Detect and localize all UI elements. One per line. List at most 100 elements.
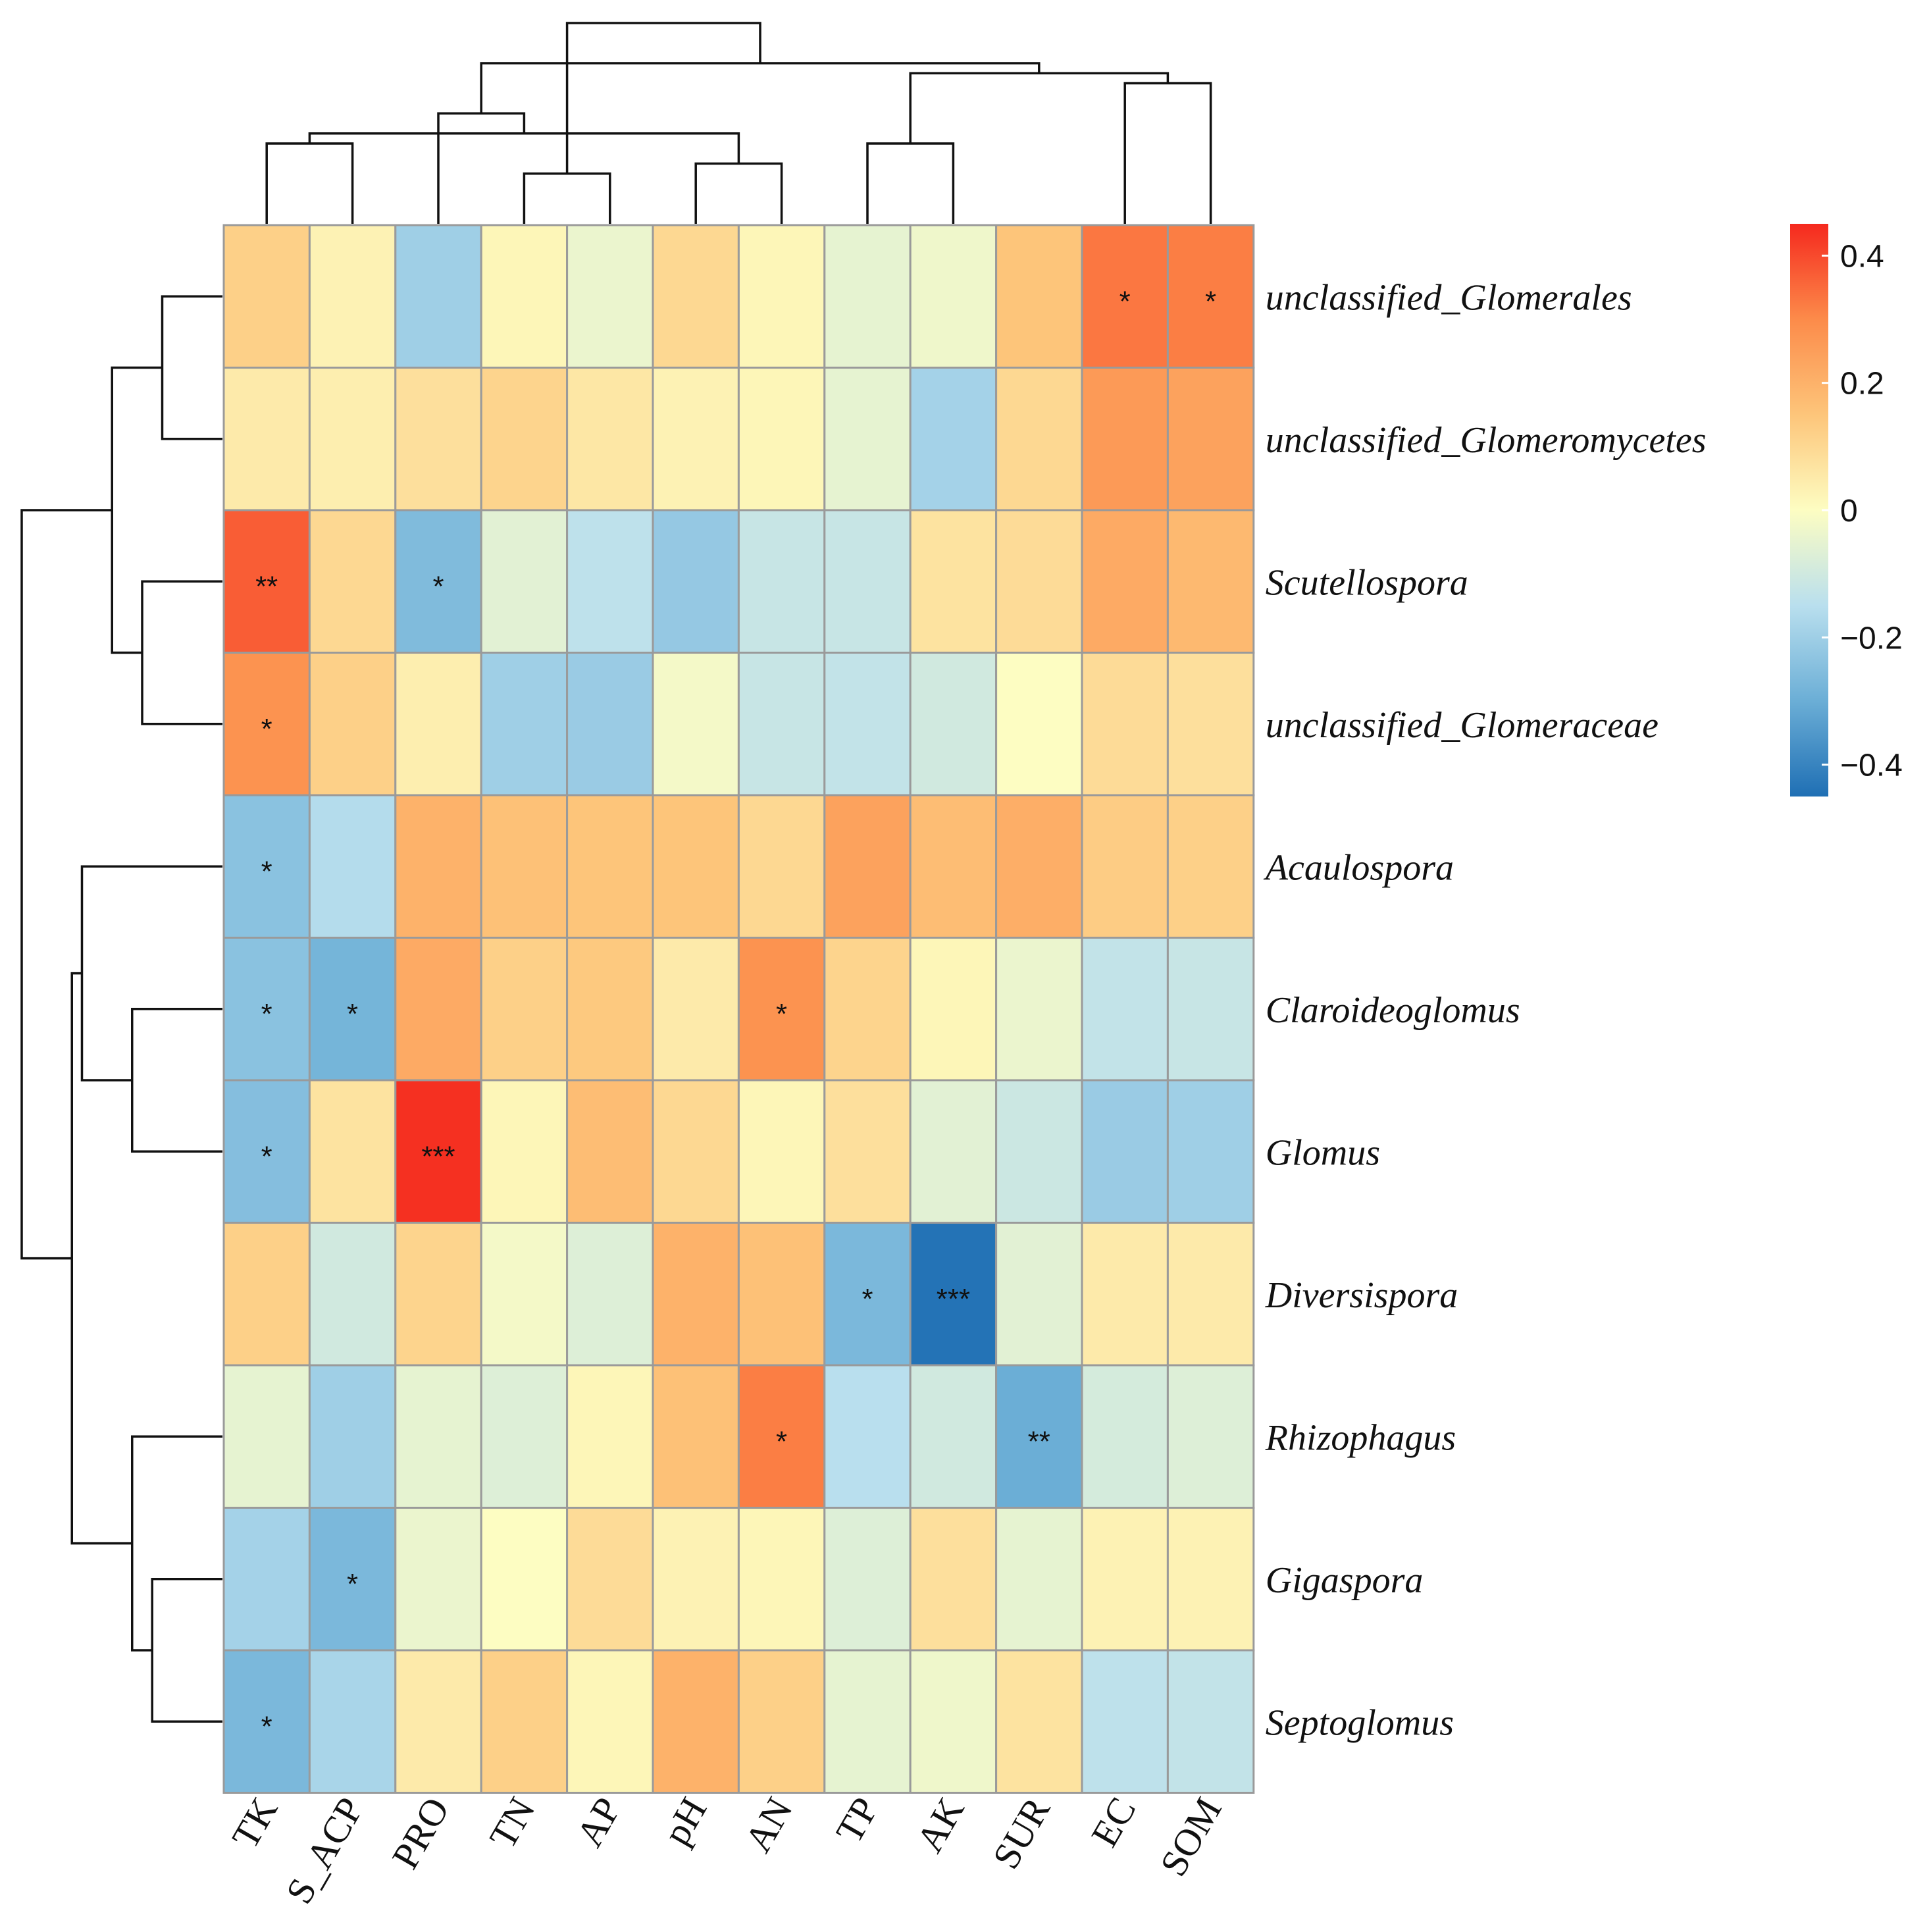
cell-unclassified_Glomerales-SUR <box>995 224 1083 369</box>
row-labels: unclassified_Glomerales unclassified_Glom… <box>1263 277 1707 1743</box>
cell-Glomus-TP <box>823 1079 912 1224</box>
cell-Rhizophagus-TP <box>823 1364 912 1509</box>
cell-Gigaspora-TP <box>823 1507 912 1652</box>
significance-mark: * <box>261 1710 272 1742</box>
cell-Rhizophagus-AP <box>566 1364 654 1509</box>
cell-Acaulospora-EC <box>1081 794 1169 939</box>
cell-Diversispora-TK <box>222 1222 311 1367</box>
cell-unclassified_Glomerales-SOM <box>1166 224 1255 369</box>
column-labels: TKS_ACP PRO TN AP pH AN TP AK SUR EC SOM <box>224 1790 1230 1911</box>
dendrogram-branch <box>141 580 222 725</box>
significance-mark: * <box>776 1425 787 1457</box>
significance-mark: * <box>261 855 272 887</box>
cell-Gigaspora-pH <box>652 1507 740 1652</box>
cell-unclassified_Glomerales-AN <box>737 224 826 369</box>
cell-Claroideoglomus-TK <box>222 937 311 1082</box>
dendrogram-branch <box>151 1578 222 1723</box>
significance-mark: * <box>776 998 787 1030</box>
column-label: TP <box>827 1790 887 1850</box>
cell-Rhizophagus-AN <box>737 1364 826 1509</box>
cell-Septoglomus-S_ACP <box>308 1649 397 1794</box>
color-legend: 0.4 0.2 0 −0.2 −0.4 <box>1790 224 1903 796</box>
cell-unclassified_Glomeraceae-AP <box>566 652 654 796</box>
cell-unclassified_Glomeraceae-PRO <box>394 652 482 796</box>
significance-mark: * <box>261 1140 272 1172</box>
cell-Gigaspora-AN <box>737 1507 826 1652</box>
cell-Rhizophagus-TK <box>222 1364 311 1509</box>
cell-Gigaspora-AK <box>909 1507 998 1652</box>
significance-marks: * *** **** * ** **** **** **** <box>255 285 1216 1742</box>
cell-Septoglomus-EC <box>1081 1649 1169 1794</box>
cell-unclassified_Glomerales-AK <box>909 224 998 369</box>
row-label: unclassified_Glomeraceae <box>1266 705 1659 746</box>
cell-Diversispora-PRO <box>394 1222 482 1367</box>
cell-Glomus-PRO <box>394 1079 482 1224</box>
row-dendrogram <box>20 295 222 1723</box>
cell-Scutellospora-pH <box>652 509 740 654</box>
column-label: TN <box>481 1790 544 1856</box>
cell-Acaulospora-TK <box>222 794 311 939</box>
row-label: unclassified_Glomerales <box>1266 277 1632 318</box>
cell-unclassified_Glomeraceae-AN <box>737 652 826 796</box>
cell-Acaulospora-AP <box>566 794 654 939</box>
cell-unclassified_Glomeromycetes-SUR <box>995 367 1083 511</box>
cell-Septoglomus-SOM <box>1166 1649 1255 1794</box>
dendrogram-branch <box>131 1008 222 1153</box>
column-label: S_ACP <box>278 1790 372 1911</box>
legend-tick-label: −0.4 <box>1840 748 1903 783</box>
column-label: TK <box>224 1790 286 1856</box>
cell-Scutellospora-AK <box>909 509 998 654</box>
dendrogram-branch <box>866 142 955 224</box>
cell-Septoglomus-PRO <box>394 1649 482 1794</box>
cell-unclassified_Glomeromycetes-AP <box>566 367 654 511</box>
cell-Acaulospora-TP <box>823 794 912 939</box>
cell-Scutellospora-TK <box>222 509 311 654</box>
cell-unclassified_Glomeraceae-pH <box>652 652 740 796</box>
cell-Acaulospora-SUR <box>995 794 1083 939</box>
cell-Glomus-AK <box>909 1079 998 1224</box>
legend-tick-label: −0.2 <box>1840 621 1903 656</box>
legend-tick-label: 0.2 <box>1840 367 1884 402</box>
cell-unclassified_Glomerales-pH <box>652 224 740 369</box>
cell-Septoglomus-AP <box>566 1649 654 1794</box>
cell-Scutellospora-AP <box>566 509 654 654</box>
cell-unclassified_Glomeromycetes-S_ACP <box>308 367 397 511</box>
cell-Rhizophagus-SUR <box>995 1364 1083 1509</box>
cell-Gigaspora-PRO <box>394 1507 482 1652</box>
cell-Glomus-AN <box>737 1079 826 1224</box>
significance-mark: * <box>261 713 272 745</box>
cell-unclassified_Glomeromycetes-pH <box>652 367 740 511</box>
cell-Scutellospora-TN <box>480 509 569 654</box>
cell-unclassified_Glomeraceae-SOM <box>1166 652 1255 796</box>
cell-unclassified_Glomerales-TP <box>823 224 912 369</box>
cell-Septoglomus-pH <box>652 1649 740 1794</box>
significance-mark: * <box>1119 285 1131 317</box>
cell-Rhizophagus-SOM <box>1166 1364 1255 1509</box>
dendrogram-branch <box>20 509 113 1260</box>
cell-unclassified_Glomeraceae-AK <box>909 652 998 796</box>
cell-Scutellospora-EC <box>1081 509 1169 654</box>
cell-unclassified_Glomeromycetes-EC <box>1081 367 1169 511</box>
cell-unclassified_Glomerales-AP <box>566 224 654 369</box>
cell-Acaulospora-PRO <box>394 794 482 939</box>
column-label: AP <box>568 1790 629 1854</box>
cell-Acaulospora-S_ACP <box>308 794 397 939</box>
significance-mark: * <box>347 1568 358 1600</box>
cell-unclassified_Glomeraceae-TP <box>823 652 912 796</box>
cell-Septoglomus-SUR <box>995 1649 1083 1794</box>
cell-Claroideoglomus-AP <box>566 937 654 1082</box>
row-label: Scutellospora <box>1266 562 1468 603</box>
cell-Claroideoglomus-TN <box>480 937 569 1082</box>
cell-Gigaspora-SOM <box>1166 1507 1255 1652</box>
column-label: SOM <box>1152 1790 1230 1883</box>
cell-Gigaspora-S_ACP <box>308 1507 397 1652</box>
cell-Gigaspora-EC <box>1081 1507 1169 1652</box>
row-label: unclassified_Glomeromycetes <box>1266 420 1707 461</box>
cell-Septoglomus-TK <box>222 1649 311 1794</box>
cell-unclassified_Glomeromycetes-AK <box>909 367 998 511</box>
cell-unclassified_Glomerales-EC <box>1081 224 1169 369</box>
cell-Septoglomus-AK <box>909 1649 998 1794</box>
cell-Diversispora-AN <box>737 1222 826 1367</box>
cell-unclassified_Glomeromycetes-TN <box>480 367 569 511</box>
